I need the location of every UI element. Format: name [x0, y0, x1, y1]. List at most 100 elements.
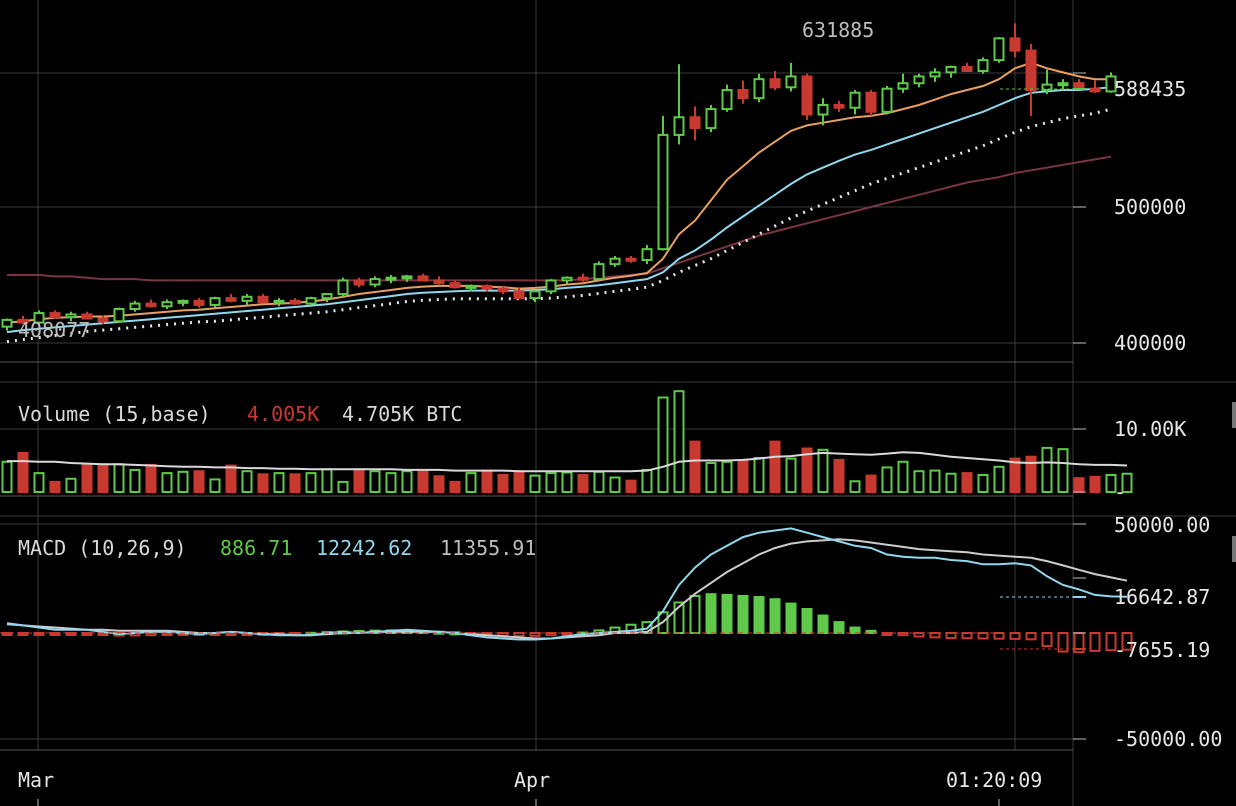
- macd-histogram-bar: [993, 632, 1005, 640]
- macd-histogram-bar: [977, 632, 989, 640]
- macd-histogram-bar: [1105, 632, 1117, 652]
- volume-bar: [273, 472, 285, 494]
- volume-bar: [945, 472, 957, 494]
- volume-bar: [193, 470, 205, 493]
- candle-body: [1105, 75, 1117, 93]
- volume-bar: [577, 473, 589, 493]
- volume-bar: [209, 478, 221, 493]
- macd-legend-value-grey: 11355.91: [440, 536, 536, 560]
- candle-body: [561, 276, 573, 282]
- volume-bar: [513, 470, 525, 493]
- volume-bar: [737, 459, 749, 493]
- candle-body: [257, 295, 269, 304]
- candle-body: [273, 299, 285, 304]
- macd-histogram-bar: [913, 632, 925, 638]
- volume-bar: [609, 476, 621, 494]
- volume-bar: [81, 464, 93, 494]
- macd-histogram-bar: [849, 626, 861, 634]
- candle-body: [209, 297, 221, 306]
- candle-body: [433, 279, 445, 285]
- macd-scroll-handle[interactable]: [1232, 536, 1236, 562]
- macd-histogram-bar: [753, 596, 765, 635]
- volume-bar: [465, 472, 477, 494]
- candle-body: [801, 75, 813, 116]
- candle-body: [305, 297, 317, 305]
- macd-histogram-bar: [1, 632, 13, 636]
- candle-body: [657, 133, 669, 251]
- ytick-400000: 400000: [1114, 331, 1186, 355]
- macd-histogram-bar: [801, 608, 813, 635]
- candle-body: [449, 282, 461, 289]
- volume-bar: [225, 464, 237, 494]
- candle-body: [529, 290, 541, 300]
- volume-scroll-handle[interactable]: [1232, 402, 1236, 428]
- candle-body: [401, 275, 413, 280]
- candle-body: [481, 284, 493, 290]
- volume-bar: [497, 473, 509, 493]
- candle-body: [513, 290, 525, 300]
- volume-bar: [321, 468, 333, 494]
- macd-histogram-bar: [961, 632, 973, 640]
- candle-body: [497, 287, 509, 293]
- volume-bar: [817, 448, 829, 494]
- candle-body: [145, 302, 157, 308]
- volume-bar: [1009, 457, 1021, 493]
- xtick-current-time: 01:20:09: [946, 768, 1042, 792]
- candle-body: [673, 116, 685, 136]
- volume-bar: [833, 458, 845, 493]
- candle-body: [289, 299, 301, 305]
- candle-body: [721, 89, 733, 111]
- macd-histogram-bar: [513, 632, 525, 638]
- volume-bar: [897, 460, 909, 494]
- volume-bar: [241, 470, 253, 493]
- macd-histogram-bar: [721, 593, 733, 634]
- macd-line: [6, 527, 1128, 641]
- macd-last-label: 16642.87: [1114, 585, 1210, 609]
- candle-body: [1057, 82, 1069, 87]
- candle-body: [881, 87, 893, 113]
- candle-body: [785, 75, 797, 89]
- candle-body: [945, 65, 957, 74]
- macd-histogram-bar: [1057, 632, 1069, 653]
- candle-body: [177, 299, 189, 304]
- candle-body: [625, 257, 637, 262]
- candle-body: [737, 89, 749, 100]
- volume-bar: [849, 480, 861, 494]
- volume-bar: [97, 463, 109, 493]
- candle-body: [417, 275, 429, 282]
- volume-bar: [177, 470, 189, 493]
- candle-body: [977, 59, 989, 72]
- candle-body: [705, 108, 717, 130]
- volume-bar: [1, 460, 13, 494]
- volume-bar: [545, 472, 557, 494]
- volume-bar: [145, 463, 157, 494]
- sma-dotted-line: [6, 107, 1112, 344]
- candle-body: [1025, 49, 1037, 92]
- volume-bar: [433, 475, 445, 493]
- volume-bar: [289, 473, 301, 493]
- macd-histogram-bar: [1089, 632, 1101, 652]
- candle-body: [769, 78, 781, 89]
- volume-bar: [769, 440, 781, 494]
- candle-body: [641, 248, 653, 262]
- volume-bar: [753, 456, 765, 494]
- candle-body: [689, 116, 701, 130]
- volume-bar: [417, 470, 429, 493]
- ytick-500000: 500000: [1114, 195, 1186, 219]
- candle-body: [97, 317, 109, 323]
- hist-last-label: -7655.19: [1114, 638, 1210, 662]
- candle-body: [113, 308, 125, 323]
- volume-bar: [657, 396, 669, 493]
- candle-body: [1041, 83, 1053, 92]
- xtick-mar: Mar: [18, 768, 54, 792]
- volume-bar: [353, 468, 365, 494]
- macd-histogram-bar: [705, 593, 717, 634]
- candle-body: [913, 75, 925, 85]
- price-panel: [1, 23, 1117, 344]
- volume-bar: [801, 447, 813, 493]
- volume-bar: [1073, 477, 1085, 494]
- candle-body: [81, 313, 93, 320]
- candle-body: [1073, 82, 1085, 90]
